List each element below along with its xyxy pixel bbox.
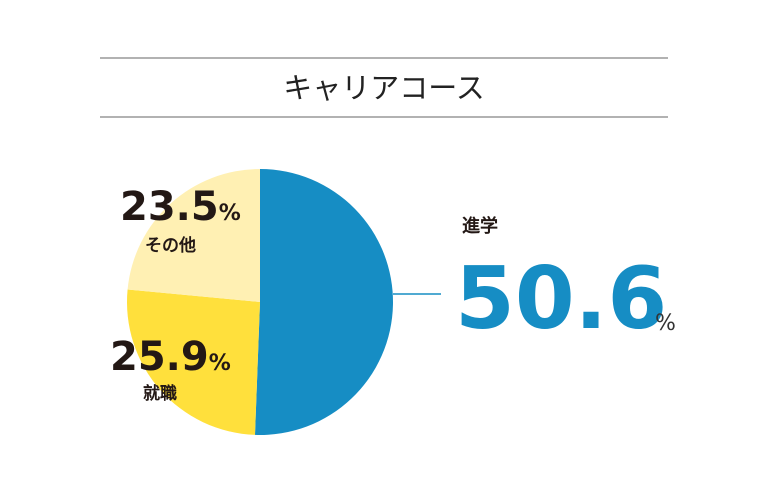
pie-slice — [254, 169, 394, 435]
pie-slice — [127, 169, 260, 302]
category-label: その他 — [145, 235, 196, 256]
value-label: 50.6 — [455, 249, 667, 349]
value-label: 25.9% — [110, 334, 231, 380]
value-unit: % — [655, 311, 676, 336]
chart-title: キャリアコース — [283, 71, 485, 105]
pie-slice — [127, 289, 260, 435]
value-number: 50.6 — [455, 249, 667, 349]
value-number: 23.5 — [120, 184, 219, 230]
value-label: 23.5% — [120, 184, 241, 230]
value-unit: % — [209, 351, 231, 376]
value-number: 25.9 — [110, 334, 209, 380]
category-label: 進学 — [462, 215, 498, 237]
value-unit: % — [219, 201, 241, 226]
category-label: 就職 — [143, 383, 177, 404]
